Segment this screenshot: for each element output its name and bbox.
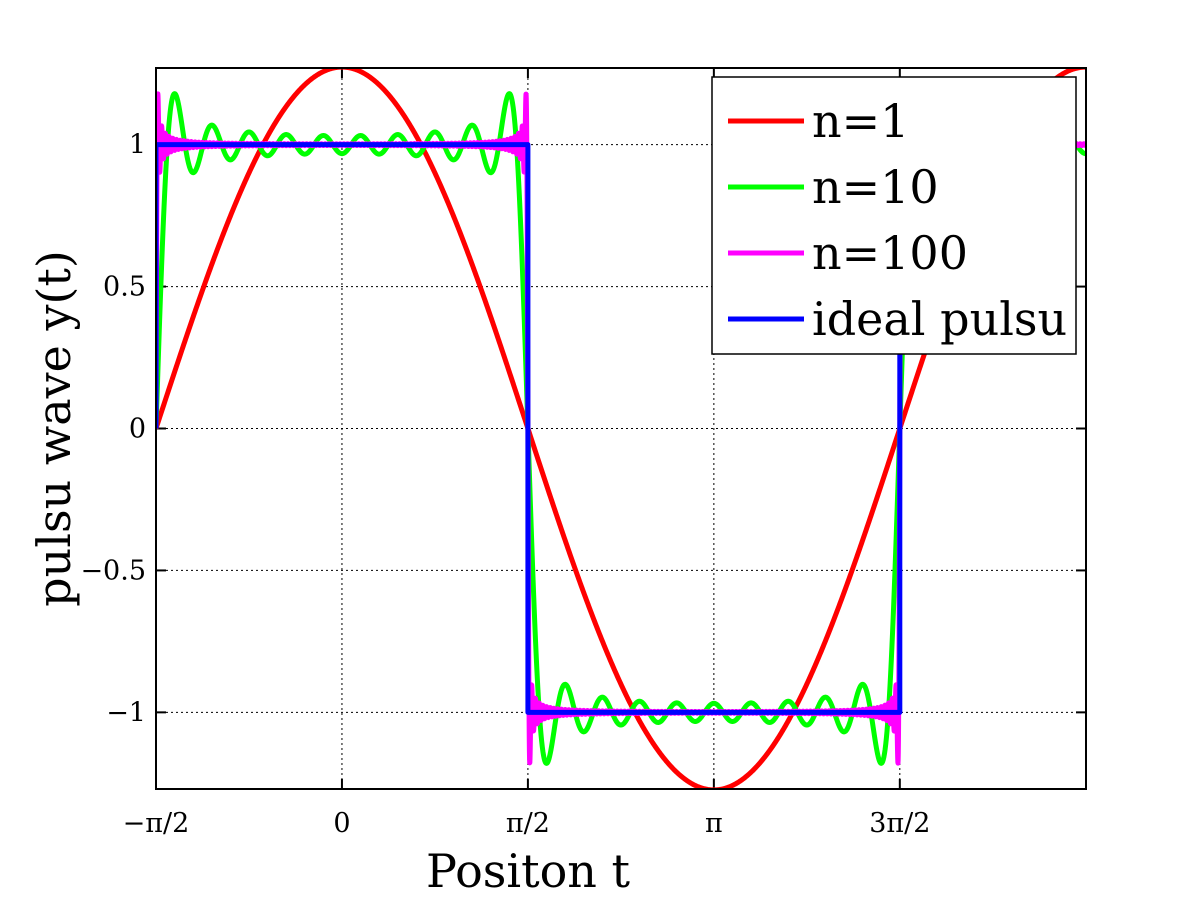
y-axis-title: pulsu wave y(t) <box>27 250 81 607</box>
legend: n=1 n=10 n=100 ideal pulsu <box>711 76 1077 355</box>
y-tick-labels: −1 −0.5 0 0.5 1 <box>80 130 146 729</box>
x-tick-label: 3π/2 <box>869 808 930 839</box>
x-tick-label: π <box>705 808 723 839</box>
legend-label: n=1 <box>812 94 909 148</box>
plot-frame <box>155 67 1087 790</box>
legend-label: ideal pulsu <box>812 292 1067 346</box>
y-tick-label: −0.5 <box>80 555 146 586</box>
legend-label: n=100 <box>812 226 968 280</box>
x-tick-label: π/2 <box>506 808 550 839</box>
y-tick-label: 0 <box>129 414 146 445</box>
x-tick-label: 0 <box>333 808 350 839</box>
y-tick-label: 0.5 <box>103 272 146 303</box>
x-tick-labels: −π/2 0 π/2 π 3π/2 <box>123 808 931 839</box>
y-tick-label: 1 <box>129 130 146 161</box>
y-tick-label: −1 <box>106 697 146 728</box>
x-axis-title: Positon t <box>426 844 631 898</box>
x-tick-label: −π/2 <box>123 808 190 839</box>
legend-label: n=10 <box>812 160 939 214</box>
